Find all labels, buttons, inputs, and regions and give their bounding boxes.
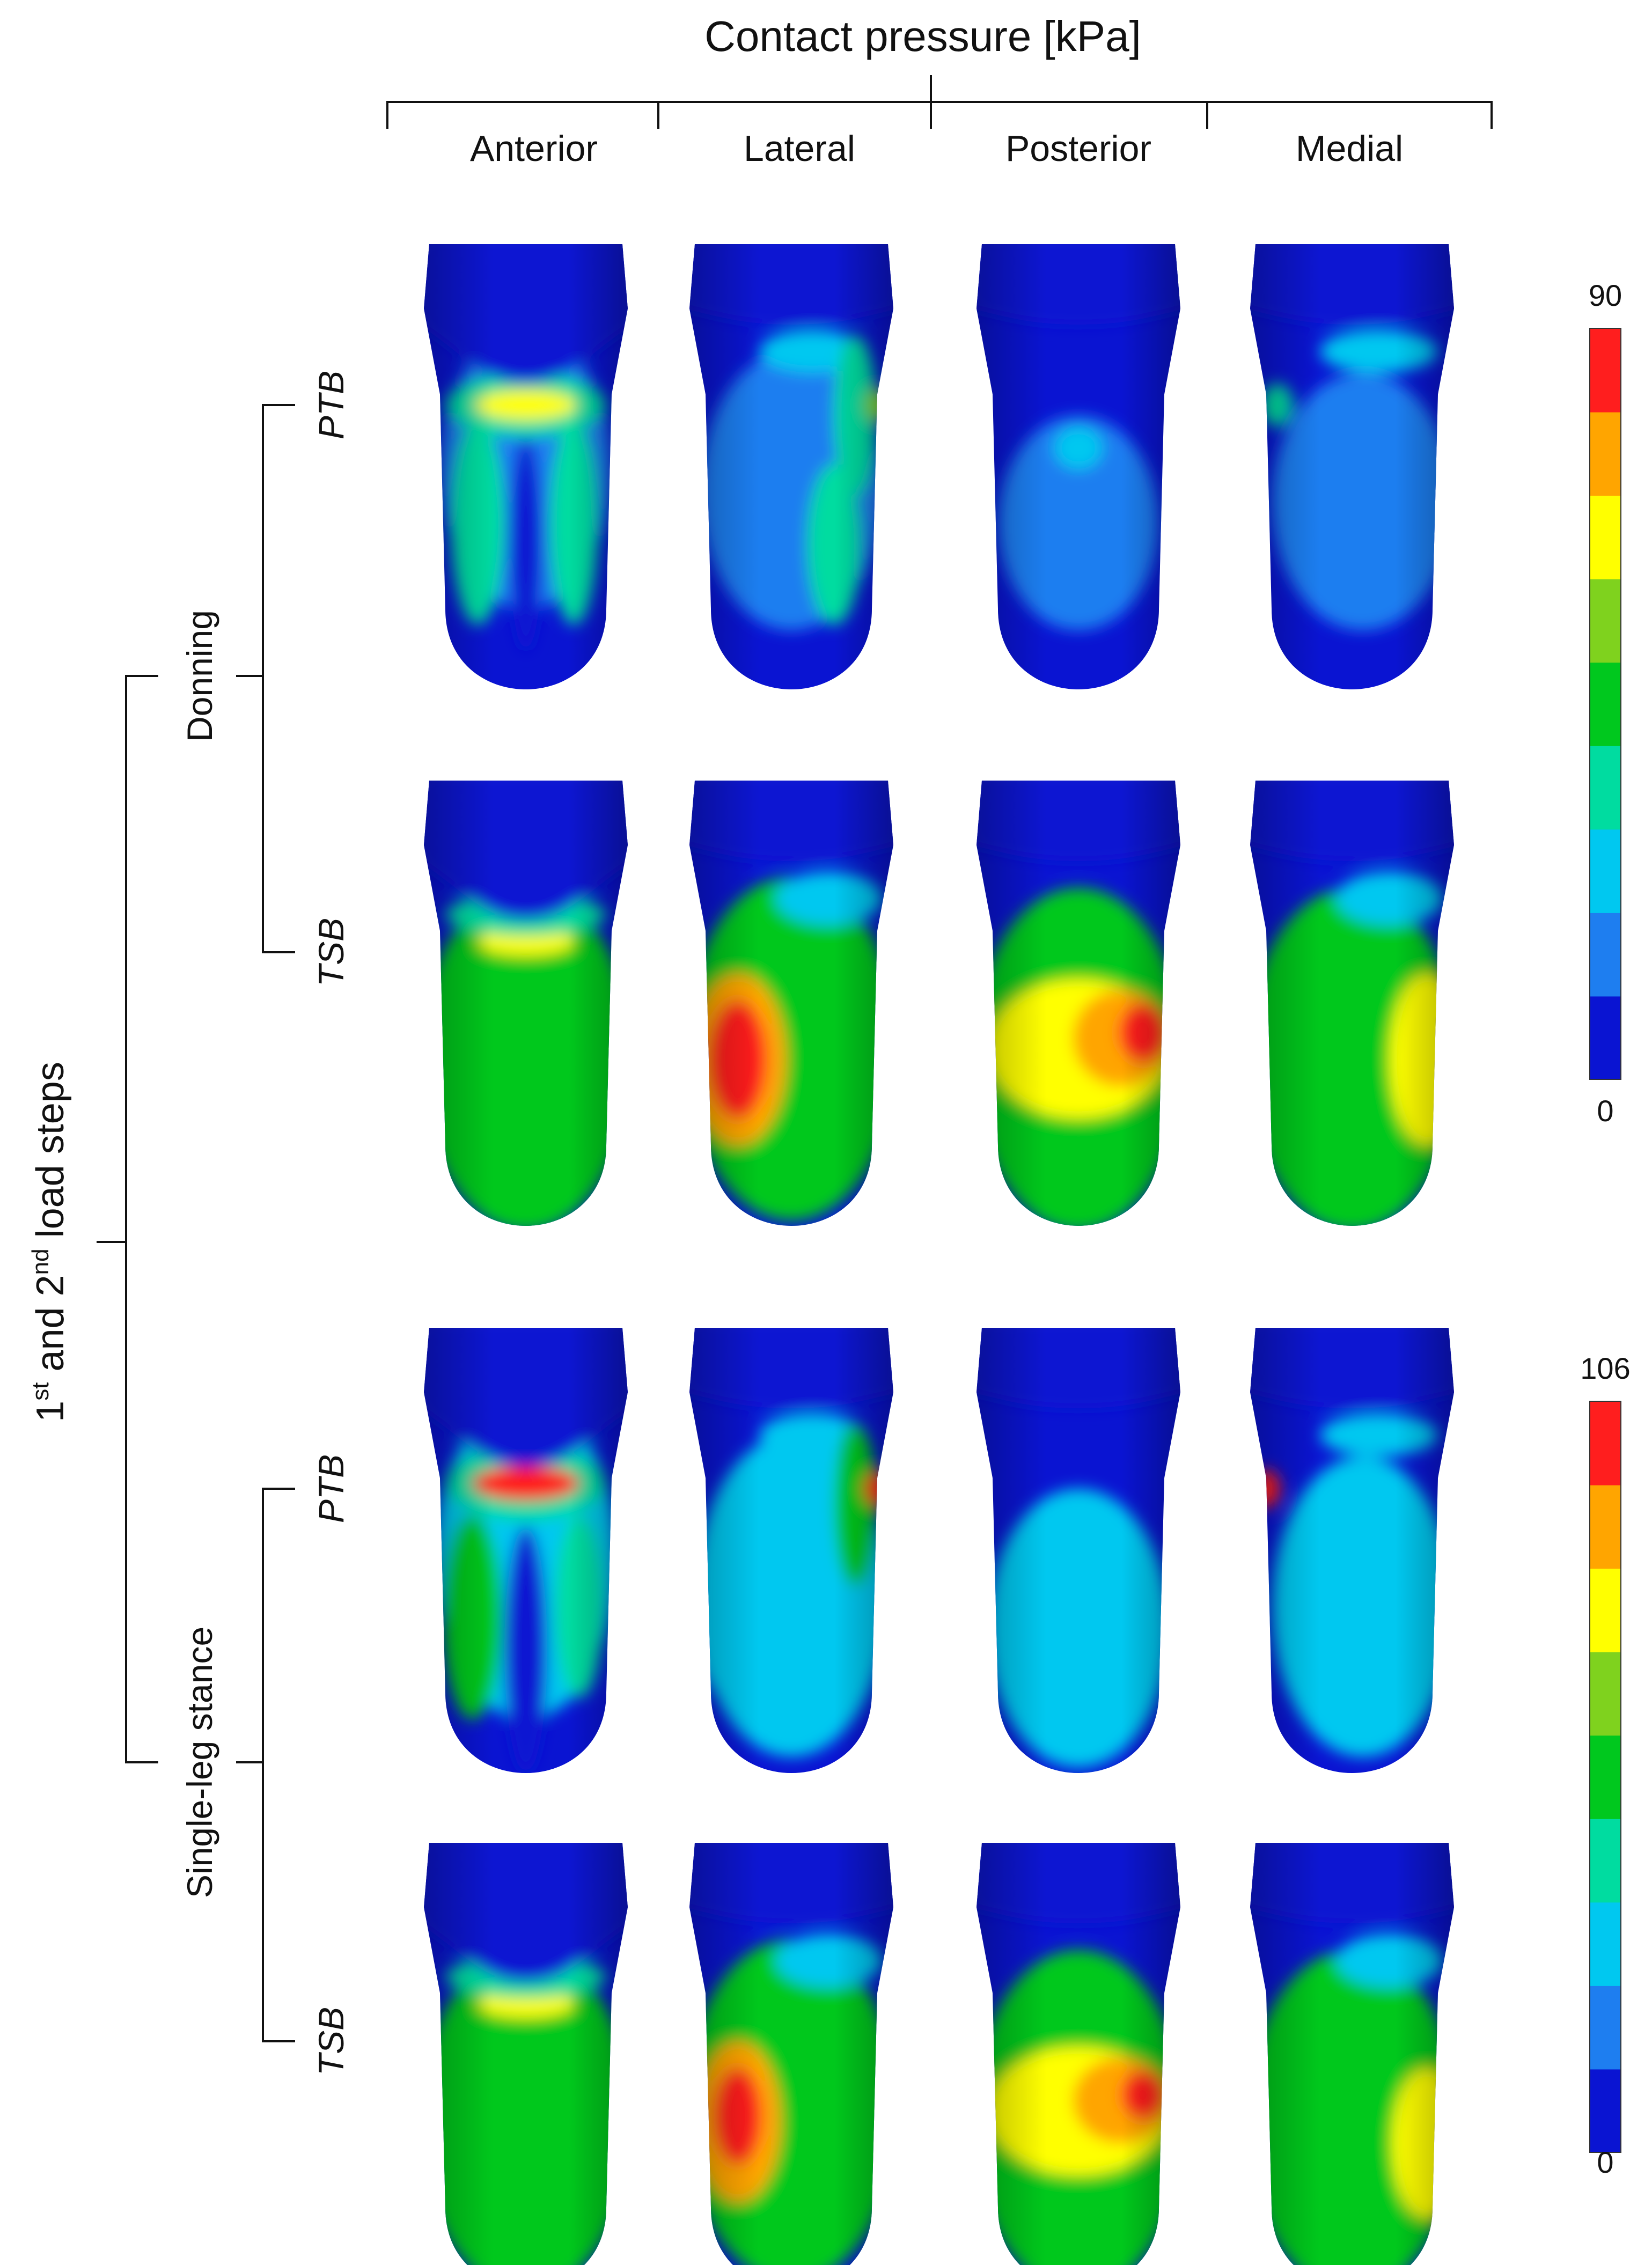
colorbar-band (1590, 578, 1621, 663)
limb-tsb-donning-posterior (976, 781, 1180, 1226)
colorbar-band (1590, 1568, 1621, 1652)
colorbar-band (1590, 1985, 1621, 2070)
colorbar-stance-scale (1589, 1401, 1621, 2153)
limb-ptb-donning-lateral (689, 244, 893, 689)
colorbar-band (1590, 495, 1621, 579)
colorbar-donning-max: 90 (1589, 278, 1622, 312)
limb-ptb-donning-anterior (424, 244, 628, 689)
colorbar-band (1590, 662, 1621, 746)
colorbar-frame (1589, 328, 1621, 1080)
group-brackets (97, 404, 295, 2042)
colorbar-donning-scale (1589, 328, 1621, 1080)
colorbar-band (1590, 745, 1621, 830)
colorbar-stance-max: 106 (1580, 1351, 1630, 1385)
limb-ptb-stance-anterior (424, 1328, 628, 1773)
row-label-ptb-stance: PTB (311, 1454, 351, 1523)
load-steps-label: 1st and 2nd load steps (27, 1062, 72, 1422)
limb-tsb-donning-lateral (689, 781, 893, 1226)
limb-ptb-stance-medial (1250, 1328, 1454, 1773)
colorbar-band (1590, 1484, 1621, 1569)
colorbar-band (1590, 912, 1621, 997)
limb-renders (424, 244, 1454, 2265)
colorbar-band (1590, 2069, 1621, 2153)
limb-ptb-stance-lateral (689, 1328, 893, 1773)
colorbar-donning: 90 0 (1589, 278, 1622, 1128)
colorbar-stance-min: 0 (1597, 2145, 1613, 2179)
colorbar-stance: 106 0 (1580, 1351, 1630, 2179)
limb-tsb-donning-medial (1250, 781, 1454, 1226)
limb-tsb-stance-anterior (424, 1843, 628, 2265)
limb-ptb-donning-medial (1250, 244, 1454, 689)
row-label-tsb-stance: TSB (311, 2007, 351, 2076)
colorbar-band (1590, 829, 1621, 913)
limb-tsb-stance-posterior (976, 1843, 1180, 2265)
row-label-ptb-donning: PTB (311, 371, 351, 439)
figure-title: Contact pressure [kPa] (704, 12, 1141, 60)
view-header-medial: Medial (1296, 128, 1403, 169)
row-label-tsb-donning: TSB (311, 918, 351, 987)
colorbar-band (1590, 1651, 1621, 1736)
limb-tsb-stance-medial (1250, 1843, 1454, 2265)
view-header-lateral: Lateral (744, 128, 855, 169)
colorbar-band (1590, 1902, 1621, 1986)
colorbar-band (1590, 411, 1621, 496)
view-header-anterior: Anterior (470, 128, 598, 169)
colorbar-band (1590, 1818, 1621, 1903)
colorbar-band (1590, 328, 1621, 413)
load-step-label-single-leg-stance: Single-leg stance (180, 1627, 219, 1898)
limb-tsb-stance-lateral (689, 1843, 893, 2265)
colorbar-band (1590, 1401, 1621, 1486)
colorbar-band (1590, 996, 1621, 1080)
view-bracket (386, 75, 1493, 129)
load-step-label-donning: Donning (180, 610, 219, 742)
limb-ptb-stance-posterior (976, 1328, 1180, 1773)
limb-tsb-donning-anterior (424, 781, 628, 1226)
colorbar-band (1590, 1735, 1621, 1819)
colorbar-donning-min: 0 (1597, 1094, 1613, 1128)
colorbar-frame (1589, 1401, 1621, 2153)
view-headers: Anterior Lateral Posterior Medial (470, 128, 1403, 169)
view-header-posterior: Posterior (1005, 128, 1151, 169)
limb-ptb-donning-posterior (976, 244, 1180, 689)
